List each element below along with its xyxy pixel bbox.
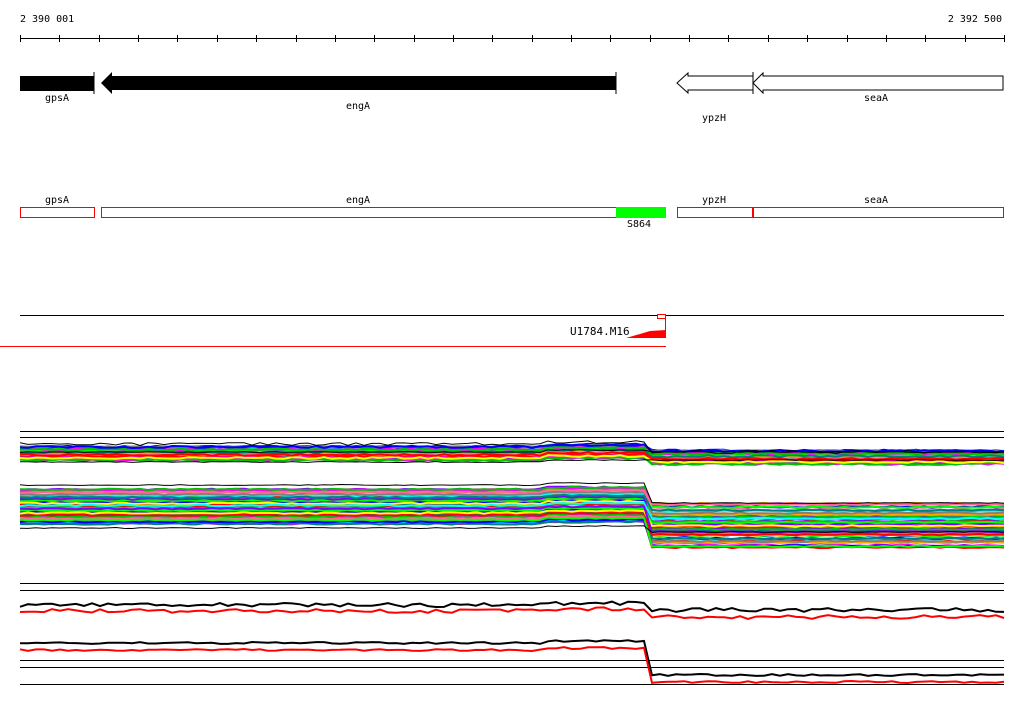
gene-arrow-engA[interactable] [101, 72, 616, 94]
feature-label-gpsA: gpsA [45, 195, 70, 206]
probe-signal-ramp [626, 330, 666, 338]
profile-line [20, 488, 1005, 507]
profile-line [19, 454, 1005, 465]
profile-line [19, 490, 1005, 515]
coordinate-ruler [20, 35, 1005, 42]
profile-line [19, 646, 1005, 685]
gene-label-ypzH[interactable]: ypzH [702, 113, 727, 124]
profile-line [19, 606, 1005, 620]
feature-label-seaA: seaA [864, 195, 889, 206]
profile-line [19, 482, 1005, 505]
probe-track [0, 314, 1004, 347]
feature-track [20, 207, 1004, 218]
ruler-end-label: 2 392 500 [947, 14, 1002, 25]
feature-box-ypzH[interactable] [677, 207, 754, 218]
profile-line [20, 639, 1005, 677]
profile-line [19, 449, 1005, 454]
profile-line [19, 511, 1005, 537]
profile-line [19, 506, 1005, 525]
profile-line [20, 458, 1005, 464]
expression-profiles [19, 431, 1005, 685]
feature-label-engA: engA [346, 195, 371, 206]
profile-line [19, 495, 1005, 526]
profile-line [19, 520, 1005, 541]
gene-arrow-ypzH[interactable] [676, 71, 754, 95]
profile-line [19, 440, 1005, 455]
profile-line [19, 524, 1005, 534]
profile-line [19, 600, 1005, 613]
ruler-start-label: 2 390 001 [20, 14, 75, 25]
gene-label-gpsA[interactable]: gpsA [45, 93, 70, 104]
profile-line [19, 514, 1005, 535]
profile-line [19, 493, 1005, 513]
profile-line [19, 492, 1005, 513]
profile-line [19, 509, 1005, 528]
gene-track [20, 71, 1004, 95]
probe-label[interactable]: U1784.M16 [570, 325, 630, 338]
profile-line [19, 516, 1005, 549]
feature-label-ypzH: ypzH [702, 195, 727, 206]
feature-box-engA[interactable] [101, 207, 666, 218]
feature-label-S864: S864 [627, 219, 652, 230]
feature-box-seaA[interactable] [753, 207, 1004, 218]
feature-box-gpsA[interactable] [20, 207, 95, 218]
feature-S864[interactable] [616, 207, 666, 218]
profile-line [19, 485, 1005, 519]
gene-arrow-gpsA[interactable] [20, 76, 94, 91]
gene-arrow-seaA[interactable] [752, 71, 1004, 95]
gene-label-engA[interactable]: engA [346, 101, 371, 112]
profile-line [19, 451, 1004, 461]
profile-line [19, 501, 1005, 521]
gene-label-seaA[interactable]: seaA [864, 93, 889, 104]
